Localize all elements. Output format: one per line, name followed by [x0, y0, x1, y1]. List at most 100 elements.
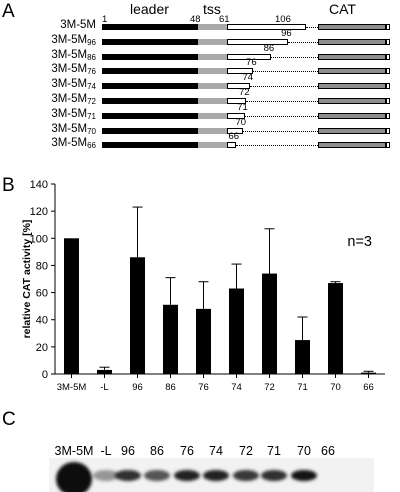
- gel-lane-label: 66: [321, 444, 335, 458]
- y-tick-label: 40: [36, 315, 48, 327]
- cat-end-segment: [386, 142, 390, 149]
- construct-name: 3M-5M86: [0, 49, 96, 62]
- gel-band: [203, 470, 229, 481]
- construct-end-label: 66: [228, 131, 240, 143]
- construct-name-base: 3M-5M: [51, 63, 88, 76]
- deleted-region: [244, 115, 318, 117]
- construct-name-subscript: 71: [87, 111, 96, 121]
- transcribed-segment: [227, 38, 289, 45]
- x-tick-label: 3M-5M: [57, 382, 87, 393]
- cat-end-segment: [386, 83, 390, 90]
- tss-segment: [198, 53, 227, 60]
- transcribed-segment: [227, 98, 247, 104]
- construct-name-base: 3M-5M: [51, 122, 88, 135]
- leader-header: leader: [130, 1, 169, 17]
- construct-name-subscript: 74: [87, 82, 96, 92]
- x-tick-label: 66: [363, 382, 374, 393]
- construct-name-subscript: 76: [87, 67, 96, 77]
- y-tick-label: 80: [36, 260, 48, 272]
- bar-66: [361, 372, 376, 374]
- leader-segment: [102, 112, 198, 119]
- x-tick-label: 70: [330, 382, 341, 393]
- position-label-1: 1: [102, 14, 108, 25]
- gel-band: [56, 462, 92, 492]
- tss-segment: [198, 68, 227, 75]
- construct-name-base: 3M-5M: [51, 33, 88, 46]
- cat-header: CAT: [329, 1, 356, 17]
- construct-name: 3M-5M76: [0, 64, 96, 76]
- gel-band: [233, 470, 259, 481]
- tss-segment: [198, 112, 227, 119]
- gel-image: [49, 458, 374, 492]
- leader-segment: [102, 142, 198, 149]
- x-tick-label: -L: [100, 382, 108, 393]
- tss-segment: [198, 142, 227, 149]
- x-tick-label: 76: [198, 382, 209, 393]
- gel-lane-label: 71: [267, 444, 281, 458]
- gel-lane-label: 86: [150, 444, 164, 458]
- sample-size-annotation: n=3: [347, 234, 372, 250]
- deleted-region: [235, 145, 318, 147]
- cat-gene-segment: [318, 83, 386, 90]
- gel-lane-label: 3M-5M: [54, 444, 94, 458]
- bar-71: [295, 340, 310, 374]
- transcribed-segment: [227, 112, 245, 119]
- panel-a-letter: A: [2, 1, 15, 22]
- construct-name: 3M-5M: [0, 19, 96, 32]
- tss-segment: [198, 127, 227, 134]
- bar-96: [130, 257, 145, 374]
- position-label-106: 106: [275, 14, 291, 25]
- gel-lane-label: 96: [121, 444, 135, 458]
- y-tick-label: 140: [30, 179, 48, 191]
- cat-activity-bar-chart: 0 20 40 60 80 100 120 140 relative CAT activity …: [21, 179, 385, 393]
- transcribed-segment: [227, 68, 254, 75]
- bar-70: [328, 283, 343, 374]
- deleted-region: [306, 27, 318, 28]
- cat-end-segment: [386, 98, 390, 104]
- y-tick-label: 60: [36, 288, 48, 300]
- y-tick-label: 100: [30, 233, 48, 245]
- y-tick-label: 0: [42, 369, 48, 381]
- gel-band: [174, 470, 200, 481]
- cat-gene-segment: [318, 127, 386, 134]
- cat-end-segment: [386, 112, 390, 119]
- gel-lane-label: -L: [100, 444, 112, 458]
- x-tick-label: 86: [165, 382, 176, 393]
- gel-lane-label: 74: [209, 444, 223, 458]
- leader-segment: [102, 24, 198, 30]
- transcribed-segment: [227, 24, 306, 30]
- x-tick-label: 96: [132, 382, 143, 393]
- cat-end-segment: [386, 24, 390, 30]
- panel-c-letter: C: [2, 409, 16, 430]
- construct-name-subscript: 86: [87, 52, 96, 62]
- leader-segment: [102, 38, 198, 45]
- construct-name-base: 3M-5M: [51, 137, 88, 150]
- leader-segment: [102, 127, 198, 134]
- cat-gene-segment: [318, 24, 386, 30]
- gel-band: [291, 470, 317, 481]
- construct-end-label: 74: [242, 72, 254, 84]
- tss-segment: [198, 98, 227, 104]
- deleted-region: [253, 71, 318, 73]
- construct-name-base: 3M-5M: [51, 93, 88, 105]
- y-tick-label: 120: [30, 206, 48, 218]
- bar--L: [97, 369, 112, 374]
- leader-segment: [102, 83, 198, 90]
- leader-segment: [102, 68, 198, 75]
- cat-end-segment: [386, 127, 390, 134]
- construct-name: 3M-5M70: [0, 122, 96, 136]
- transcribed-segment: [227, 53, 271, 60]
- construct-name-subscript: 96: [87, 37, 96, 47]
- gel-lane-label: 70: [297, 444, 311, 458]
- construct-name-subscript: 66: [87, 141, 96, 151]
- construct-name-subscript: 72: [87, 97, 96, 106]
- construct-end-label: 86: [263, 42, 275, 54]
- cat-gene-segment: [318, 98, 386, 104]
- gel-band: [144, 470, 170, 481]
- bar-86: [163, 304, 178, 374]
- construct-end-label: 72: [239, 87, 250, 98]
- tss-segment: [198, 24, 227, 30]
- x-tick-label: 74: [231, 382, 242, 393]
- construct-name-base: 3M-5M: [60, 19, 96, 31]
- construct-name: 3M-5M71: [0, 108, 96, 121]
